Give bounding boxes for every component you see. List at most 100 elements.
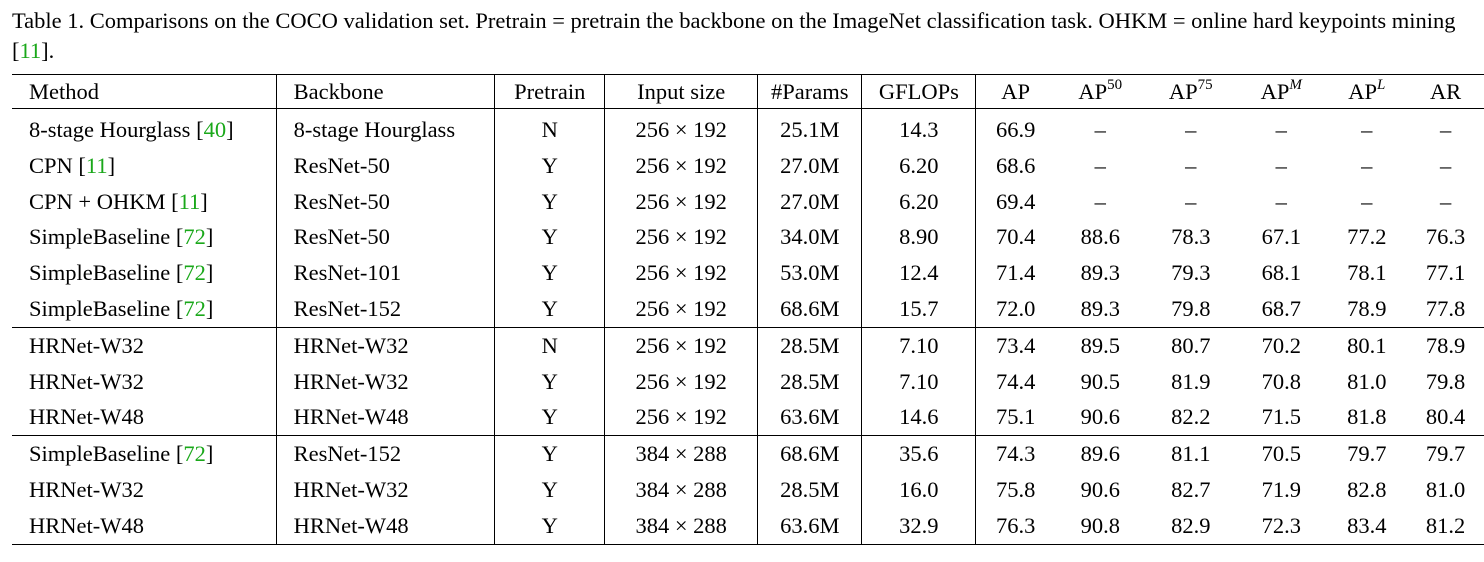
header-ap75: AP75 [1168, 76, 1213, 104]
cell-ar: 76.3 [1425, 224, 1466, 250]
cell-ap75: 78.3 [1171, 224, 1211, 250]
cell-pretrain: Y [494, 183, 606, 220]
cell-ap50: 89.3 [1080, 260, 1120, 286]
cell-backbone: HRNet-W32 [276, 326, 496, 364]
cell-backbone: ResNet-50 [276, 147, 496, 184]
table-row: HRNet-W32 HRNet-W32 N 256 × 192 28.5M 7.10 73.… [12, 326, 1484, 364]
cell-apm: 71.9 [1261, 476, 1301, 502]
cell-params: 27.0M [757, 183, 863, 220]
cell-pretrain: N [494, 326, 606, 364]
cell-ap: 71.4 [995, 260, 1036, 286]
cell-gflops: 8.90 [861, 219, 977, 256]
cell-apm: 68.1 [1261, 260, 1301, 286]
cell-input-size: 256 × 192 [604, 363, 759, 400]
cell-apl: 78.9 [1347, 295, 1387, 321]
cell-input-size: 256 × 192 [604, 326, 759, 364]
header-ar: AR [1429, 79, 1462, 104]
cell-ar: – [1439, 188, 1452, 214]
cell-params: 25.1M [757, 108, 863, 148]
cell-ap: 76.3 [975, 507, 1056, 545]
cell-pretrain: Y [494, 471, 606, 508]
cell-method: SimpleBaseline [72] [12, 255, 277, 291]
cell-ap: 72.0 [995, 295, 1036, 321]
cell-input-size: 256 × 192 [604, 108, 759, 148]
header-method: Method [12, 74, 277, 109]
cell-params: 27.0M [757, 147, 863, 184]
cell-params: 28.5M [757, 471, 863, 508]
table-row: HRNet-W32 HRNet-W32 Y 256 × 192 28.5M 7.10 74.… [12, 363, 1484, 400]
cell-ar: – [1439, 117, 1452, 142]
cell-gflops: 15.7 [861, 290, 977, 328]
cell-ap50: – [1094, 117, 1106, 142]
caption-text-end: ]. [41, 38, 55, 63]
cell-pretrain: Y [494, 255, 606, 291]
cell-ap50: 89.5 [1055, 326, 1146, 364]
cell-ap: 75.8 [995, 476, 1036, 502]
cell-apm: 67.1 [1261, 224, 1301, 250]
cell-method: HRNet-W48 [12, 507, 277, 545]
cell-apl: 83.4 [1326, 507, 1408, 545]
cell-backbone: HRNet-W48 [276, 507, 496, 545]
cell-ap: 73.4 [975, 326, 1056, 364]
cell-pretrain: Y [494, 219, 606, 256]
citation-link[interactable]: 72 [183, 224, 206, 250]
cell-ar: 79.8 [1425, 368, 1466, 394]
cell-backbone: HRNet-W32 [276, 471, 496, 508]
cell-apm: – [1275, 152, 1287, 178]
table-row: SimpleBaseline [72] ResNet-101 Y 256 × 192 5… [12, 255, 1484, 291]
cell-backbone: 8-stage Hourglass [276, 108, 496, 148]
cell-input-size: 256 × 192 [604, 255, 759, 291]
cell-gflops: 16.0 [861, 471, 977, 508]
cell-apm: – [1275, 117, 1287, 142]
cell-ap50: 90.8 [1055, 507, 1146, 545]
cell-ar: 79.7 [1407, 435, 1484, 472]
header-row: Method Backbone Pretrain Input size #Par… [12, 74, 1484, 109]
cell-ap50: 89.6 [1055, 435, 1146, 472]
cell-ap: 70.4 [995, 224, 1036, 250]
citation-link[interactable]: 40 [203, 117, 227, 142]
cell-ap75: 82.9 [1145, 507, 1237, 545]
cell-apl: 78.1 [1347, 260, 1387, 286]
header-params: #Params [757, 74, 863, 109]
cell-ap75: 79.3 [1171, 260, 1211, 286]
cell-params: 63.6M [757, 399, 863, 436]
citation-link[interactable]: 72 [183, 295, 206, 321]
table-row: 8-stage Hourglass [40] 8-stage Hourglass N… [12, 108, 1484, 148]
cell-input-size: 256 × 192 [604, 183, 759, 220]
cell-ar: 77.8 [1425, 295, 1466, 321]
table-row: SimpleBaseline [72] ResNet-50 Y 256 × 192 34… [12, 219, 1484, 256]
table-row: HRNet-W32 HRNet-W32 Y 384 × 288 28.5M 16.0 75.… [12, 471, 1484, 508]
cell-params: 34.0M [757, 219, 863, 256]
header-backbone: Backbone [276, 74, 496, 109]
cell-apl: – [1361, 117, 1373, 142]
cell-backbone: ResNet-152 [276, 435, 496, 472]
citation-link[interactable]: 11 [178, 188, 201, 214]
citation-link[interactable]: 11 [85, 152, 108, 178]
cell-apl: 81.0 [1347, 368, 1387, 394]
header-pretrain: Pretrain [494, 74, 606, 109]
cell-gflops: 6.20 [861, 183, 977, 220]
cell-input-size: 384 × 288 [604, 507, 759, 545]
cell-method: CPN + OHKM [11] [12, 183, 277, 220]
cell-backbone: HRNet-W48 [276, 399, 496, 436]
cell-apl: 82.8 [1347, 476, 1387, 502]
cell-gflops: 6.20 [861, 147, 977, 184]
cell-params: 28.5M [757, 363, 863, 400]
cell-ap50: 90.5 [1080, 368, 1120, 394]
cell-apl: – [1361, 188, 1373, 214]
cell-apl: – [1361, 152, 1373, 178]
cell-ap: 74.3 [975, 435, 1056, 472]
results-table: Method Backbone Pretrain Input size #Par… [12, 74, 1484, 545]
cell-ap: 74.4 [995, 368, 1036, 394]
cell-ap75: 79.8 [1171, 295, 1211, 321]
cell-pretrain: Y [494, 147, 606, 184]
cell-ap75: 81.1 [1145, 435, 1237, 472]
cell-params: 68.6M [757, 435, 863, 472]
cell-backbone: HRNet-W32 [276, 363, 496, 400]
header-ap50: AP50 [1078, 76, 1123, 104]
citation-link[interactable]: 72 [183, 441, 206, 467]
cell-ap75: 82.2 [1171, 404, 1211, 430]
cell-input-size: 256 × 192 [604, 147, 759, 184]
citation-link[interactable]: 72 [183, 260, 206, 286]
caption-citation[interactable]: 11 [19, 38, 42, 63]
